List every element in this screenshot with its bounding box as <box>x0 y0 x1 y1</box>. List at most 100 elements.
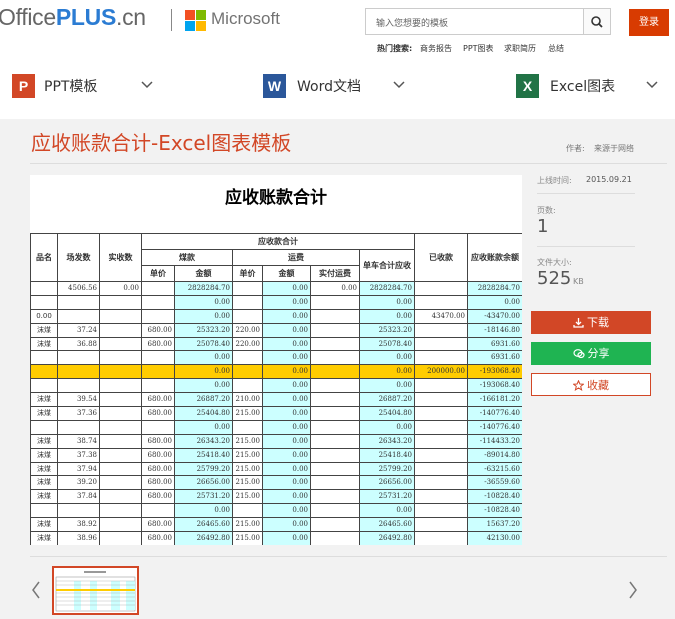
table-cell: 0.00 <box>174 378 233 394</box>
nav-chevron[interactable] <box>392 80 406 90</box>
table-cell: 0.00 <box>262 475 311 491</box>
table-cell <box>99 433 142 449</box>
table-cell <box>310 294 360 310</box>
hot-search-link[interactable]: PPT图表 <box>463 44 494 53</box>
table-cell <box>99 294 142 310</box>
search-placeholder: 输入您想要的模板 <box>376 19 449 29</box>
header-cell: 运费 <box>232 249 360 266</box>
table-cell <box>414 517 468 533</box>
next-arrow[interactable] <box>627 580 639 600</box>
table-cell: 25078.40 <box>359 336 415 352</box>
hot-search-link[interactable]: 求职简历 <box>504 44 536 53</box>
table-cell: 38.96 <box>57 531 100 545</box>
table-cell <box>414 475 468 491</box>
table-cell <box>414 419 468 435</box>
author-label: 作者: <box>566 144 585 153</box>
favorite-button[interactable]: 收藏 <box>531 373 651 396</box>
nav-label[interactable]: Excel图表 <box>550 79 616 95</box>
hot-search-link[interactable]: 商务报告 <box>420 44 452 53</box>
table-cell <box>232 294 263 310</box>
table-cell: -114433.20 <box>467 433 522 449</box>
nav-chevron[interactable] <box>140 80 154 90</box>
table-cell: 15637.20 <box>467 517 522 533</box>
table-cell <box>414 531 468 545</box>
prev-arrow[interactable] <box>30 580 42 600</box>
table-cell: 0.00 <box>262 406 311 421</box>
word-icon[interactable]: W <box>263 74 286 98</box>
table-cell <box>141 419 175 435</box>
table-cell <box>310 531 360 545</box>
ppt-icon[interactable]: P <box>12 74 35 98</box>
download-button[interactable]: 下载 <box>531 311 651 334</box>
table-cell <box>414 503 468 519</box>
size-label: 文件大小: <box>537 258 572 267</box>
table-row: 沫煤 37.94 680.00 25799.20 215.00 0.00 25799.20-… <box>30 461 522 477</box>
table-cell: 25799.20 <box>174 461 233 477</box>
header-cell: 应收款合计 <box>141 233 415 250</box>
table-cell: 0.00 <box>30 308 58 324</box>
table-row: 沫煤 39.20 680.00 26656.00 215.00 0.00 26656.00-… <box>30 475 522 491</box>
table-cell <box>310 378 360 394</box>
table-cell: 2828284.70 <box>174 281 233 296</box>
table-cell: 26887.20 <box>359 392 415 408</box>
search-button[interactable] <box>584 8 611 35</box>
share-icon <box>572 349 585 359</box>
table-cell <box>310 461 360 477</box>
header-cell: 实付运费 <box>310 265 360 282</box>
thumbnail[interactable] <box>52 566 139 615</box>
table-cell: -43470.00 <box>467 308 522 324</box>
table-cell: 680.00 <box>141 531 175 545</box>
table-cell: 680.00 <box>141 322 175 338</box>
table-cell: 沫煤 <box>30 336 58 352</box>
nav-label[interactable]: PPT模板 <box>44 79 98 95</box>
table-cell <box>232 378 263 394</box>
table-cell: 0.00 <box>262 364 311 380</box>
size-unit: KB <box>573 277 584 286</box>
table-cell <box>232 419 263 435</box>
divider <box>30 556 667 557</box>
table-cell <box>310 489 360 505</box>
nav-label[interactable]: Word文档 <box>297 79 361 95</box>
table-cell: -166181.20 <box>467 392 522 408</box>
table-cell: 680.00 <box>141 406 175 421</box>
table-cell <box>57 419 100 435</box>
share-label: 分享 <box>587 347 610 360</box>
table-cell: 215.00 <box>232 406 263 421</box>
table-cell <box>310 433 360 449</box>
table-cell <box>141 364 175 380</box>
table-cell <box>310 419 360 435</box>
table-cell: 200000.00 <box>414 364 468 380</box>
table-cell: -10828.40 <box>467 489 522 505</box>
table-row: 0.00 0.00 0.00 -193068.40 <box>30 378 522 394</box>
table-cell: 0.00 <box>262 392 311 408</box>
table-cell <box>414 447 468 463</box>
table-cell <box>99 350 142 366</box>
thumbnail-image <box>55 571 136 612</box>
hot-search-link[interactable]: 总结 <box>548 44 564 53</box>
nav-chevron[interactable] <box>645 80 659 90</box>
divider <box>537 193 635 194</box>
date-label: 上线时间: <box>537 176 572 185</box>
table-cell <box>30 378 58 394</box>
table-cell: 0.00 <box>174 308 233 324</box>
table-row: 沫煤 38.96 680.00 26492.80 215.00 0.00 26492.80 4… <box>30 531 522 545</box>
table-cell: 0.00 <box>99 281 142 296</box>
logo[interactable]: OfficePLUS.cn <box>0 4 146 31</box>
share-button[interactable]: 分享 <box>531 342 651 365</box>
table-cell <box>310 503 360 519</box>
login-button[interactable]: 登录 <box>629 9 669 36</box>
table-cell <box>141 281 175 296</box>
header-cell: 实收数 <box>99 233 142 282</box>
table-cell: 210.00 <box>232 392 263 408</box>
table-cell: 0.00 <box>262 461 311 477</box>
table-cell <box>310 475 360 491</box>
table-row: 0.00 0.00 0.00 6931.60 <box>30 350 522 366</box>
table-cell <box>414 350 468 366</box>
table-cell <box>99 364 142 380</box>
table-cell: 680.00 <box>141 489 175 505</box>
search-box[interactable]: 输入您想要的模板 <box>365 8 584 35</box>
date: 2015.09.21 <box>586 175 632 184</box>
table-cell <box>141 378 175 394</box>
excel-icon[interactable]: X <box>516 74 539 98</box>
table-cell: 215.00 <box>232 489 263 505</box>
